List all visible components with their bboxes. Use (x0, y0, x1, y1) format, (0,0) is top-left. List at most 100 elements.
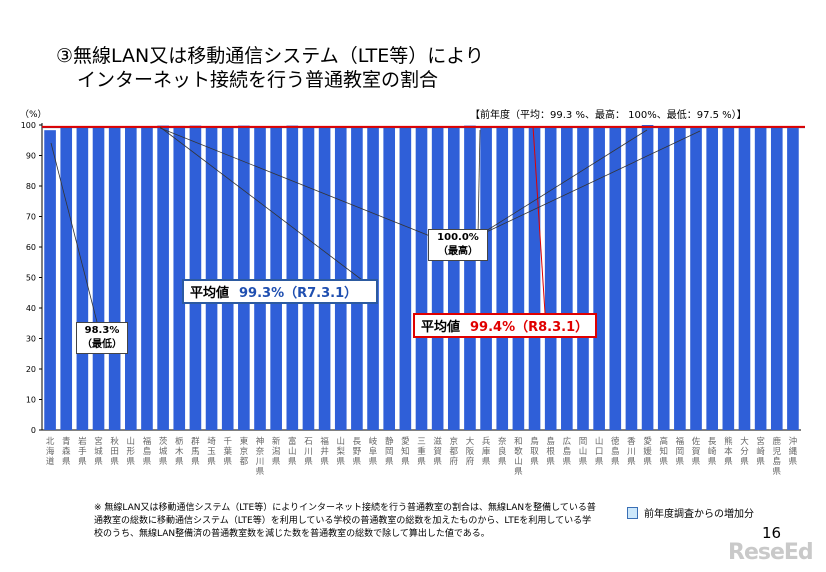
bar (318, 126, 331, 430)
x-tick-label: 長崎県 (708, 437, 717, 467)
y-tick-label: 80 (26, 182, 36, 191)
x-tick-label: 佐賀県 (692, 436, 701, 467)
x-tick-label: 東京都 (240, 436, 249, 467)
bar (367, 126, 379, 430)
title-line-1: ③無線LAN又は移動通信システム（LTE等）により (56, 45, 484, 67)
bar (690, 126, 702, 430)
bar (108, 127, 121, 430)
average-previous-pointer (159, 126, 371, 287)
bar (496, 126, 509, 430)
footnote: ※ 無線LAN又は移動通信システム（LTE等）によりインターネット接続を行う普通… (94, 503, 596, 539)
x-tick-label: 宮城県 (94, 436, 103, 467)
x-tick-label: 愛知県 (401, 436, 410, 467)
maximum-pointer (159, 127, 431, 237)
x-tick-label: 大分県 (740, 436, 749, 467)
bar (464, 125, 476, 431)
bar (125, 127, 137, 430)
bar (528, 126, 541, 430)
bar (544, 126, 557, 430)
x-tick-label: 群馬県 (191, 436, 200, 467)
bar (157, 125, 169, 431)
x-tick-label: 神奈川県 (256, 436, 265, 477)
title-line-2: インターネット接続を行う普通教室の割合 (77, 69, 439, 91)
bar (221, 126, 234, 430)
average-current-box: 平均値 99.4%（R8.3.1） (413, 313, 597, 338)
x-tick-label: 島根県 (546, 436, 555, 467)
average-current-pointer (532, 125, 546, 314)
y-axis-label: （%） (20, 109, 47, 120)
maximum-note: （最高） (438, 246, 478, 257)
maximum-callout: 100.0% （最高） (428, 229, 488, 261)
y-tick-label: 100 (21, 121, 36, 130)
bar (593, 126, 605, 431)
legend-label: 前年度調査からの増加分 (644, 509, 754, 520)
bar (770, 126, 783, 430)
bar (189, 125, 202, 431)
x-tick-label: 新潟県 (272, 436, 281, 467)
bar (238, 125, 250, 431)
x-tick-label: 長野県 (353, 437, 362, 467)
bar (754, 126, 767, 430)
bar (738, 125, 751, 430)
x-tick-label: 香川県 (627, 436, 636, 467)
maximum-pointer (477, 129, 648, 237)
x-tick-label: 富山県 (288, 436, 297, 467)
minimum-pointer (50, 142, 98, 323)
bar (383, 126, 396, 430)
average-previous-box: 平均値 99.3%（R7.3.1） (182, 279, 378, 304)
maximum-value: 100.0% (437, 232, 479, 243)
bar (141, 126, 153, 430)
x-tick-label: 北海道 (46, 437, 55, 467)
bar (706, 126, 718, 430)
x-tick-label: 埼玉県 (207, 436, 216, 467)
maximum-pointer (477, 130, 701, 237)
bar (270, 127, 282, 430)
bar (674, 126, 686, 431)
bar (415, 126, 428, 430)
y-tick-label: 30 (26, 335, 36, 344)
bar (60, 126, 73, 430)
y-tick-label: 10 (26, 396, 36, 405)
x-tick-label: 愛媛県 (643, 436, 652, 467)
legend-swatch (627, 507, 638, 519)
bar (447, 127, 460, 430)
previous-year-summary: 【前年度（平均：99.3 %、最高： 100%、最低：97.5 %）】 (470, 110, 747, 121)
x-tick-label: 鳥取県 (530, 436, 539, 467)
page-number: 16 (762, 524, 782, 542)
average-previous-label: 平均値 (190, 286, 230, 301)
bar (302, 126, 315, 430)
bar (205, 126, 218, 430)
x-tick-label: 福岡県 (676, 436, 685, 467)
bar (609, 126, 622, 430)
minimum-value: 98.3% (84, 325, 120, 336)
x-tick-label: 高知県 (659, 436, 668, 467)
x-tick-label: 山形県 (127, 436, 136, 467)
y-tick-label: 0 (31, 426, 36, 435)
y-tick-label: 60 (26, 243, 36, 252)
bar (431, 126, 444, 430)
bar (76, 126, 89, 431)
x-tick-label: 千葉県 (223, 436, 232, 467)
minimum-note: （最低） (82, 339, 122, 350)
bar (334, 126, 347, 430)
x-tick-label: 鹿児島県 (773, 436, 782, 477)
y-tick-label: 40 (26, 304, 36, 313)
bar (480, 127, 492, 430)
x-tick-label: 兵庫県 (482, 436, 491, 467)
x-tick-label: 石川県 (304, 437, 313, 467)
maximum-pointer (477, 129, 481, 237)
resed-logo: ReseEd (728, 540, 814, 565)
x-tick-label: 山梨県 (336, 436, 345, 467)
average-current-label: 平均値 (421, 320, 461, 335)
x-tick-label: 和歌山県 (514, 437, 523, 477)
x-tick-label: 大阪府 (466, 436, 475, 467)
average-current-value: 99.4%（R8.3.1） (470, 320, 589, 335)
bar (512, 126, 525, 430)
y-tick-label: 20 (26, 365, 36, 374)
x-tick-label: 奈良県 (498, 436, 507, 467)
y-tick-label: 90 (26, 152, 36, 161)
x-tick-label: 茨城県 (159, 436, 168, 467)
bar (577, 126, 589, 430)
x-tick-label: 岐阜県 (369, 436, 378, 467)
